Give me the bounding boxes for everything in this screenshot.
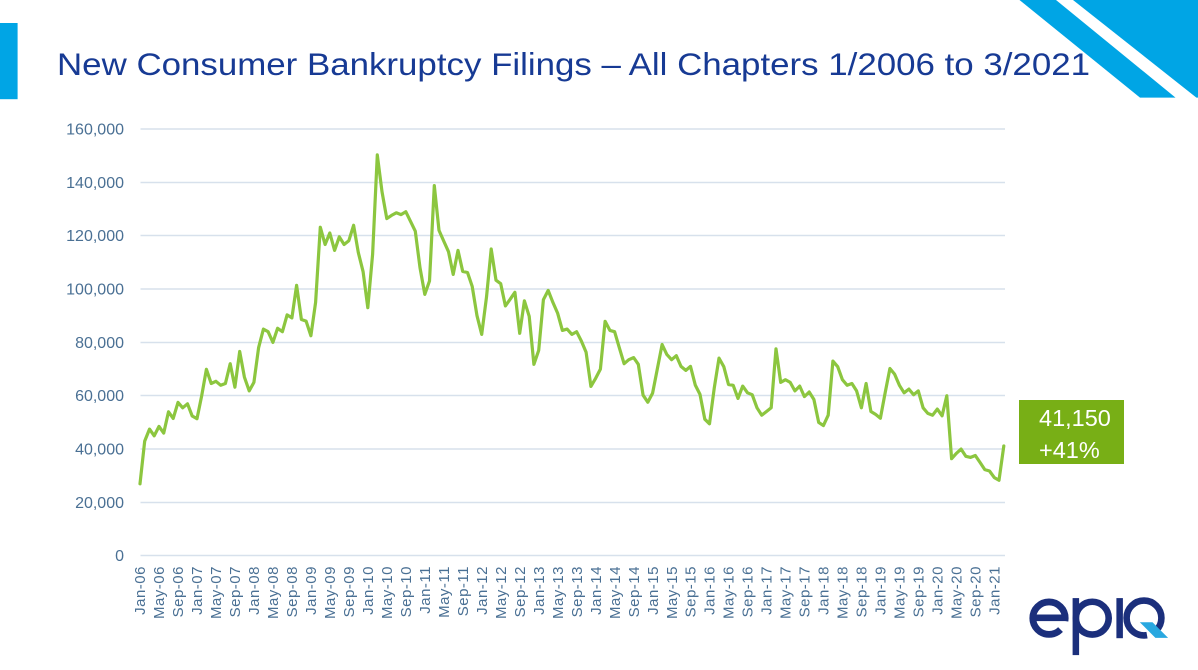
svg-text:New Consumer Bankruptcy Filing: New Consumer Bankruptcy Filings – All Ch… [57,46,1090,82]
svg-text:Jan-20: Jan-20 [930,566,947,615]
svg-text:Sep-12: Sep-12 [512,566,529,617]
svg-text:May-18: May-18 [835,566,852,619]
svg-text:May-17: May-17 [778,566,795,619]
svg-text:Jan-16: Jan-16 [702,566,719,615]
svg-text:Jan-19: Jan-19 [873,566,890,615]
svg-text:Jan-08: Jan-08 [246,566,263,615]
svg-text:41,150: 41,150 [1039,405,1111,431]
svg-text:May-13: May-13 [550,566,567,619]
svg-text:Jan-09: Jan-09 [303,566,320,615]
svg-text:May-10: May-10 [379,566,396,619]
svg-text:Sep-13: Sep-13 [569,566,586,617]
svg-text:May-08: May-08 [265,566,282,619]
svg-text:Sep-17: Sep-17 [797,566,814,617]
svg-text:May-14: May-14 [607,566,624,619]
svg-text:Sep-16: Sep-16 [740,566,757,617]
svg-text:120,000: 120,000 [66,228,124,245]
svg-text:Sep-14: Sep-14 [626,566,643,617]
svg-text:Sep-18: Sep-18 [854,566,871,617]
svg-text:May-16: May-16 [721,566,738,619]
svg-text:60,000: 60,000 [75,388,124,405]
svg-text:Jan-21: Jan-21 [987,566,1004,615]
svg-text:Jan-12: Jan-12 [474,566,491,615]
svg-text:160,000: 160,000 [66,122,124,139]
svg-text:Jan-14: Jan-14 [588,566,605,615]
svg-text:May-09: May-09 [322,566,339,619]
svg-text:40,000: 40,000 [75,442,124,459]
svg-text:Jan-18: Jan-18 [816,566,833,615]
svg-text:May-12: May-12 [493,566,510,619]
svg-text:Jan-13: Jan-13 [531,566,548,615]
svg-text:Sep-11: Sep-11 [455,566,472,616]
svg-text:May-07: May-07 [208,566,225,619]
svg-text:Sep-19: Sep-19 [911,566,928,617]
svg-text:Jan-10: Jan-10 [360,566,377,615]
svg-text:May-20: May-20 [949,566,966,619]
svg-text:140,000: 140,000 [66,175,124,192]
svg-text:100,000: 100,000 [66,282,124,299]
svg-text:0: 0 [115,548,124,565]
svg-text:May-19: May-19 [892,566,909,619]
svg-text:May-11: May-11 [436,566,453,618]
svg-text:Sep-15: Sep-15 [683,566,700,617]
svg-text:Jan-07: Jan-07 [189,566,206,615]
svg-text:May-06: May-06 [151,566,168,619]
svg-text:Sep-20: Sep-20 [968,566,985,617]
svg-text:Sep-10: Sep-10 [398,566,415,617]
svg-text:Jan-06: Jan-06 [132,566,149,615]
svg-text:80,000: 80,000 [75,335,124,352]
svg-text:Jan-15: Jan-15 [645,566,662,615]
svg-text:Sep-08: Sep-08 [284,566,301,617]
svg-text:Sep-07: Sep-07 [227,566,244,617]
svg-text:Jan-11: Jan-11 [417,566,434,614]
svg-text:Sep-06: Sep-06 [170,566,187,617]
svg-text:Jan-17: Jan-17 [759,566,776,615]
svg-text:20,000: 20,000 [75,495,124,512]
svg-text:May-15: May-15 [664,566,681,619]
svg-text:+41%: +41% [1039,437,1100,463]
svg-text:Sep-09: Sep-09 [341,566,358,617]
